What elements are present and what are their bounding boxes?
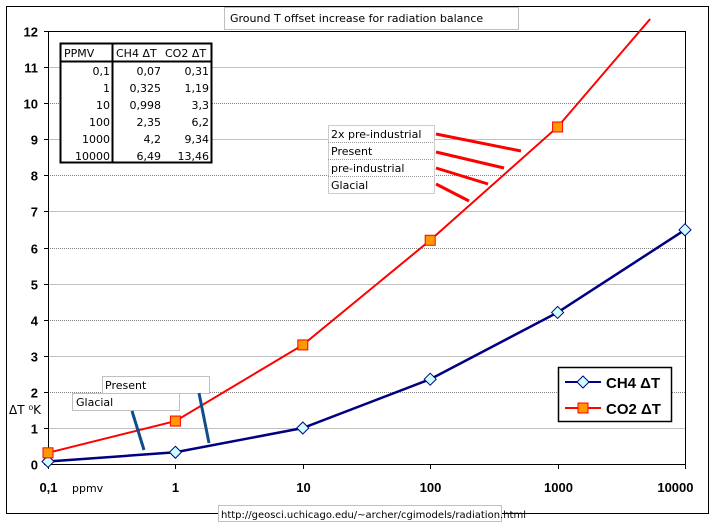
ch4-annotations: Present Glacial — [72, 376, 211, 451]
legend-label-co2: CO2 ΔT — [606, 401, 661, 418]
y-tick-label: 7 — [31, 205, 38, 220]
table-header-co2: CO2 ΔT — [165, 47, 206, 60]
annotation-present-co2: Present — [331, 145, 373, 158]
legend-marker-square-icon — [577, 402, 589, 414]
source-url: http://geosci.uchicago.edu/~archer/cgimo… — [221, 510, 526, 521]
y-tick-label: 3 — [31, 350, 38, 365]
table-cell: 1 — [103, 82, 110, 95]
data-point — [42, 447, 54, 459]
table-cell: 4,2 — [144, 133, 162, 146]
y-tick-label: 11 — [24, 61, 38, 76]
table-cell: 1000 — [82, 133, 110, 146]
y-tick-label: 4 — [31, 314, 39, 329]
table-header-ppmv: PPMV — [64, 47, 95, 60]
table-cell: 3,3 — [192, 99, 210, 112]
legend-label-ch4: CH4 ΔT — [606, 375, 660, 392]
y-tick-label: 2 — [31, 386, 38, 401]
title-box-border — [224, 7, 519, 30]
x-tick-label: 1000 — [544, 480, 573, 495]
data-point — [552, 121, 564, 133]
x-axis: 0,1 1 10 100 1000 10000 — [39, 464, 694, 495]
data-point — [424, 234, 436, 246]
x-tick-label: 1 — [172, 480, 179, 495]
legend-border — [557, 366, 673, 423]
y-tick-label: 8 — [31, 169, 38, 184]
chart-title-box: Ground T offset increase for radiation b… — [224, 7, 519, 30]
x-tick-label: 0,1 — [39, 480, 57, 495]
y-tick-label: 12 — [24, 25, 38, 40]
data-point — [550, 305, 565, 320]
data-point — [168, 445, 183, 459]
source-box: http://geosci.uchicago.edu/~archer/cgimo… — [218, 505, 526, 522]
y-axis-title: ΔT ⁰K — [9, 403, 42, 417]
series-line — [47, 228, 686, 463]
legend: CH4 ΔT CO2 ΔT — [557, 366, 673, 423]
legend-marker-diamond-icon — [576, 375, 590, 389]
y-tick-label: 0 — [31, 458, 38, 473]
y-tick-label: 6 — [31, 242, 38, 257]
ch4-glacial-box — [72, 393, 180, 411]
x-tick-label: 10000 — [657, 480, 693, 495]
table-header-ch4: CH4 ΔT — [116, 47, 157, 60]
arrow-glacial-ch4 — [130, 410, 146, 451]
table-row: 1000 4,2 9,34 — [82, 133, 209, 146]
arrow-pre-industrial — [435, 166, 489, 186]
x-axis-title: ppmv — [72, 482, 104, 495]
annotation-glacial-co2: Glacial — [331, 179, 368, 192]
table-cell: 0,1 — [93, 65, 111, 78]
y-tick-label: 10 — [24, 97, 38, 112]
data-table: PPMV CH4 ΔT CO2 ΔT 0,1 0,07 0,31 1 0,325 1,19… — [59, 42, 213, 164]
data-point — [296, 421, 310, 435]
co2-annotations: 2x pre-industrial Present pre-industrial… — [328, 125, 522, 203]
x-tick-label: 100 — [420, 480, 442, 495]
table-border — [59, 42, 213, 164]
table-cell: 9,34 — [185, 133, 210, 146]
annotation-2x-pre-industrial: 2x pre-industrial — [331, 128, 421, 141]
table-row: 10000 6,49 13,46 — [75, 150, 209, 163]
table-cell: 13,46 — [178, 150, 210, 163]
legend-item-co2: CO2 ΔT — [565, 401, 661, 418]
table-cell: 1,19 — [185, 82, 210, 95]
arrow-present-co2 — [435, 150, 505, 170]
y-tick-label: 5 — [31, 278, 38, 293]
annotation-pre-industrial: pre-industrial — [331, 162, 404, 175]
data-point — [169, 415, 181, 427]
series-group — [41, 18, 692, 469]
x-tick-label: 10 — [296, 480, 310, 495]
table-cell: 10000 — [75, 150, 110, 163]
table-cell: 100 — [89, 116, 110, 129]
table-row: 0,1 0,07 0,31 — [93, 65, 210, 78]
arrow-glacial-co2 — [435, 182, 470, 203]
table-cell: 10 — [96, 99, 110, 112]
table-row: 10 0,998 3,3 — [96, 99, 209, 112]
y-tick-label: 9 — [31, 133, 38, 148]
chart-title: Ground T offset increase for radiation b… — [230, 12, 483, 25]
legend-item-ch4: CH4 ΔT — [565, 375, 660, 392]
table-cell: 6,49 — [137, 150, 162, 163]
data-point — [678, 223, 692, 237]
table-cell: 0,07 — [137, 65, 162, 78]
series-co2 — [42, 18, 651, 459]
annotation-glacial-ch4: Glacial — [76, 396, 113, 409]
arrow-present-ch4 — [197, 392, 211, 444]
table-cell: 0,31 — [185, 65, 210, 78]
series-ch4 — [41, 223, 692, 469]
table-row: 1 0,325 1,19 — [103, 82, 209, 95]
table-row: 100 2,35 6,2 — [89, 116, 209, 129]
annotation-present-ch4: Present — [105, 379, 147, 392]
table-rows: 0,1 0,07 0,31 1 0,325 1,19 10 0,998 3,3 100 2,35 6,… — [75, 65, 209, 163]
table-cell: 0,325 — [130, 82, 162, 95]
table-cell: 2,35 — [137, 116, 162, 129]
data-point — [423, 372, 437, 386]
y-tick-label: 1 — [31, 422, 38, 437]
table-cell: 6,2 — [192, 116, 210, 129]
arrow-2x-pre-industrial — [435, 132, 522, 153]
series-line — [47, 18, 651, 454]
table-cell: 0,998 — [130, 99, 162, 112]
data-point — [297, 339, 309, 351]
data-point — [41, 454, 55, 469]
source-box-bg — [218, 506, 501, 522]
